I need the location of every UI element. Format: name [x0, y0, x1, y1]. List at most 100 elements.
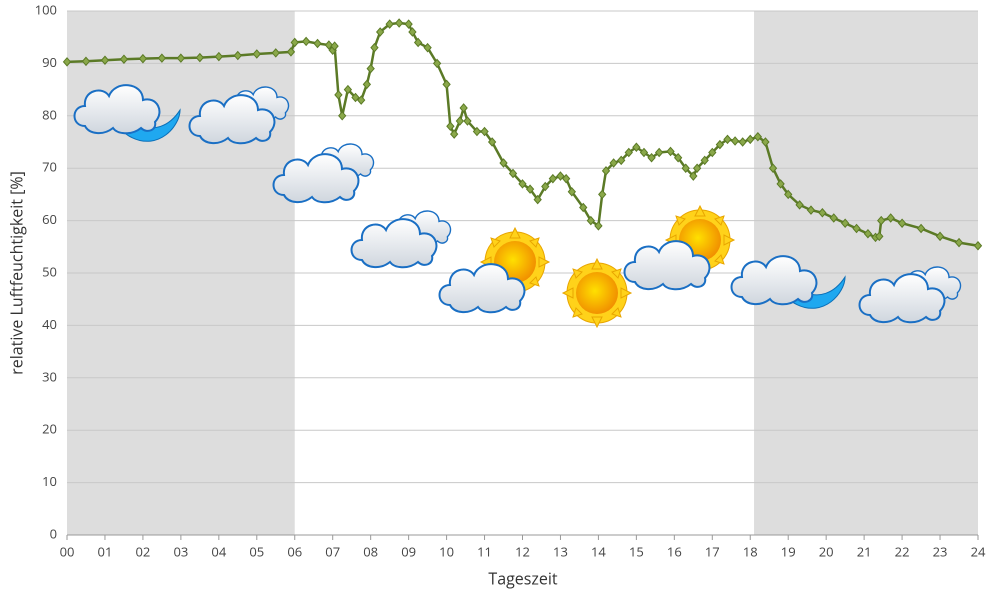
data-point — [450, 129, 459, 139]
data-point — [463, 116, 472, 126]
data-point — [214, 51, 223, 62]
data-point — [624, 147, 633, 158]
x-tick-label: 06 — [287, 542, 302, 560]
data-point — [366, 63, 375, 74]
y-tick-label: 0 — [50, 524, 57, 542]
data-point — [609, 158, 618, 168]
y-axis-title: relative Luftfeuchtigkeit [%] — [5, 171, 27, 375]
data-point — [480, 126, 489, 137]
x-tick-label: 05 — [249, 542, 264, 560]
data-point — [598, 189, 607, 200]
data-point — [647, 152, 656, 163]
data-point — [385, 19, 394, 29]
data-point — [525, 184, 535, 194]
data-point — [700, 155, 709, 166]
data-point — [370, 42, 379, 53]
data-point — [394, 18, 404, 28]
data-point — [654, 147, 664, 158]
data-point — [708, 147, 717, 158]
x-tick-label: 12 — [515, 542, 530, 560]
data-point — [738, 137, 747, 147]
x-tick-label: 08 — [363, 542, 378, 560]
data-point — [632, 142, 641, 152]
data-point — [761, 137, 770, 147]
sun-icon — [562, 258, 632, 328]
data-point — [541, 181, 550, 192]
data-point — [639, 147, 649, 158]
data-point — [973, 240, 983, 251]
data-point — [362, 79, 372, 90]
x-tick-label: 14 — [591, 542, 606, 560]
x-tick-label: 07 — [325, 542, 340, 560]
data-point — [795, 200, 804, 210]
data-point — [673, 152, 683, 163]
data-point — [586, 215, 595, 226]
data-point — [351, 92, 360, 103]
data-point — [875, 231, 884, 242]
data-point — [286, 47, 296, 57]
data-point — [413, 37, 423, 48]
x-tick-label: 04 — [211, 542, 226, 560]
x-tick-label: 03 — [173, 542, 188, 560]
data-point — [681, 163, 690, 173]
data-point — [561, 173, 571, 184]
x-tick-label: 10 — [439, 542, 454, 560]
data-point — [195, 52, 205, 63]
x-tick-label: 09 — [401, 542, 416, 560]
data-point — [334, 90, 343, 100]
data-point — [935, 231, 945, 242]
x-tick-label: 20 — [819, 542, 834, 560]
data-point — [455, 116, 465, 126]
data-point — [753, 132, 763, 142]
y-tick-label: 10 — [42, 472, 57, 490]
data-point — [404, 19, 413, 29]
data-point — [818, 207, 827, 218]
y-tick-label: 80 — [42, 105, 57, 123]
data-point — [886, 213, 895, 223]
data-point — [271, 48, 280, 58]
data-point — [330, 41, 339, 51]
data-point — [472, 126, 482, 137]
x-tick-label: 13 — [553, 542, 568, 560]
x-tick-label: 24 — [971, 542, 986, 560]
data-point — [508, 168, 518, 179]
data-point — [617, 155, 626, 166]
data-point — [157, 53, 167, 63]
x-tick-label: 02 — [135, 542, 150, 560]
data-point — [442, 79, 451, 90]
data-point — [784, 189, 793, 200]
data-point — [768, 163, 778, 173]
x-tick-label: 22 — [895, 542, 910, 560]
y-tick-label: 30 — [42, 367, 57, 385]
x-axis-title: Tageszeit — [488, 567, 558, 589]
data-point — [840, 218, 850, 228]
data-point — [689, 171, 698, 181]
data-point — [666, 146, 675, 157]
data-point — [252, 49, 261, 59]
data-point — [432, 58, 442, 69]
data-point — [916, 223, 926, 234]
data-point — [594, 221, 603, 231]
x-tick-label: 17 — [705, 542, 720, 560]
data-point — [746, 134, 755, 145]
y-tick-label: 50 — [42, 262, 57, 280]
data-point — [806, 205, 816, 215]
data-point — [375, 27, 385, 37]
data-point — [313, 38, 322, 49]
data-point — [897, 218, 907, 228]
data-point — [829, 213, 838, 223]
data-point — [954, 237, 964, 248]
data-point — [423, 42, 432, 53]
x-tick-label: 16 — [667, 542, 682, 560]
data-point — [100, 55, 110, 66]
data-point — [852, 223, 861, 234]
data-point — [62, 57, 72, 67]
data-point — [338, 111, 347, 121]
data-point — [533, 194, 542, 205]
data-point — [176, 53, 186, 63]
data-point — [863, 228, 873, 239]
data-point — [499, 158, 508, 168]
plot-layer — [62, 18, 983, 251]
data-point — [601, 166, 611, 176]
